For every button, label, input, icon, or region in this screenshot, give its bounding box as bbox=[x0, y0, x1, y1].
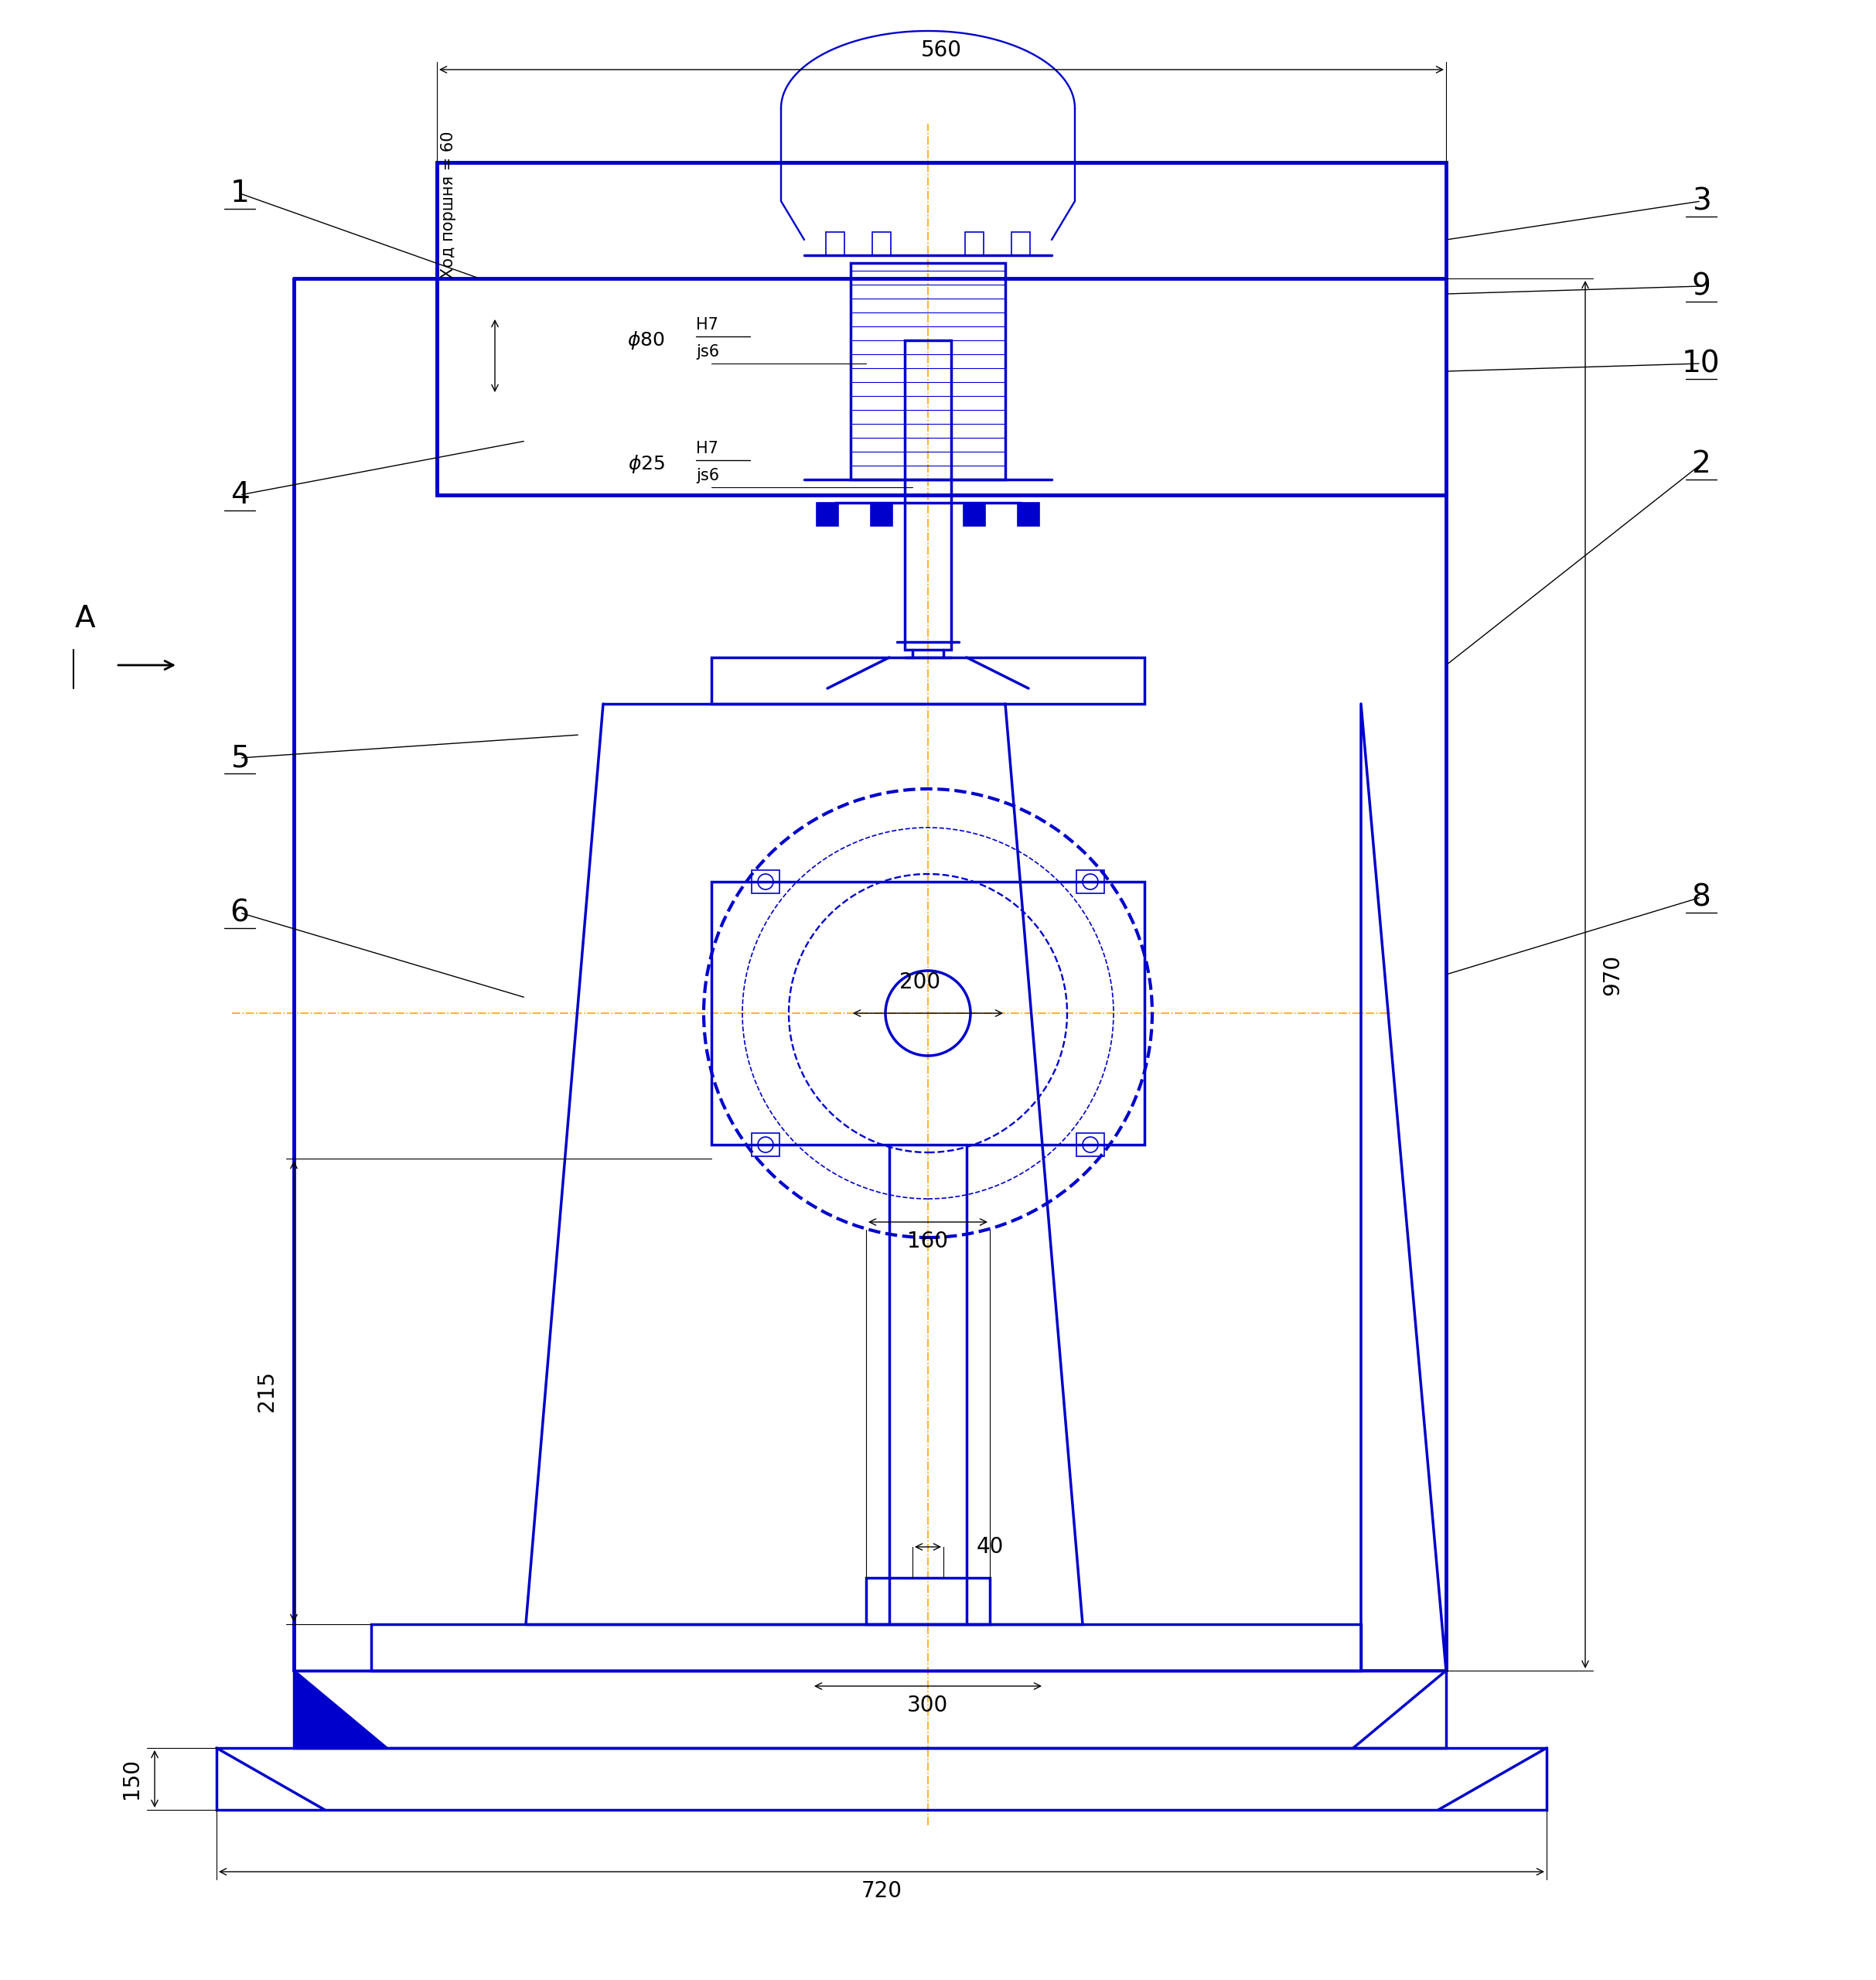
Bar bbox=[711, 657, 1144, 703]
Text: A: A bbox=[75, 604, 96, 634]
Bar bbox=[1077, 1133, 1105, 1156]
Bar bbox=[850, 263, 1006, 479]
Text: 9: 9 bbox=[1692, 271, 1711, 301]
Text: 215: 215 bbox=[255, 1370, 278, 1412]
Text: js6: js6 bbox=[696, 467, 719, 483]
Bar bbox=[904, 341, 951, 649]
Bar bbox=[1011, 232, 1030, 255]
Bar bbox=[825, 232, 844, 255]
Bar bbox=[711, 881, 1144, 1144]
Text: js6: js6 bbox=[696, 345, 719, 360]
Bar bbox=[295, 1671, 1446, 1748]
Text: $\phi$25: $\phi$25 bbox=[628, 453, 664, 475]
Text: 1: 1 bbox=[231, 178, 250, 208]
Bar bbox=[371, 1624, 1360, 1671]
Text: 150: 150 bbox=[120, 1758, 143, 1800]
Text: 200: 200 bbox=[900, 972, 940, 994]
Text: H7: H7 bbox=[696, 442, 719, 455]
Bar bbox=[964, 232, 983, 255]
Bar bbox=[216, 1748, 1546, 1810]
Bar bbox=[870, 503, 893, 527]
Bar bbox=[816, 503, 839, 527]
Text: 2: 2 bbox=[1692, 449, 1711, 479]
Bar bbox=[437, 162, 1446, 495]
Text: 300: 300 bbox=[908, 1695, 949, 1717]
Polygon shape bbox=[295, 1671, 386, 1748]
Text: 560: 560 bbox=[921, 40, 962, 61]
Text: Ход поршня = 60: Ход поршня = 60 bbox=[441, 131, 456, 279]
Bar bbox=[752, 1133, 779, 1156]
Text: 5: 5 bbox=[231, 742, 250, 772]
Bar bbox=[872, 232, 891, 255]
Text: 160: 160 bbox=[908, 1230, 949, 1251]
Text: 3: 3 bbox=[1692, 186, 1711, 216]
Bar bbox=[867, 1578, 991, 1624]
Text: 6: 6 bbox=[231, 899, 250, 927]
Text: 10: 10 bbox=[1683, 348, 1720, 378]
Text: 40: 40 bbox=[976, 1536, 1004, 1558]
Bar bbox=[1017, 503, 1039, 527]
Text: $\phi$80: $\phi$80 bbox=[627, 329, 664, 350]
Text: 4: 4 bbox=[231, 481, 250, 509]
Text: 720: 720 bbox=[861, 1881, 902, 1903]
Text: H7: H7 bbox=[696, 317, 719, 333]
Text: 970: 970 bbox=[1602, 954, 1623, 996]
Bar bbox=[1077, 869, 1105, 893]
Bar bbox=[752, 869, 779, 893]
Text: 8: 8 bbox=[1692, 883, 1711, 913]
Bar bbox=[964, 503, 985, 527]
